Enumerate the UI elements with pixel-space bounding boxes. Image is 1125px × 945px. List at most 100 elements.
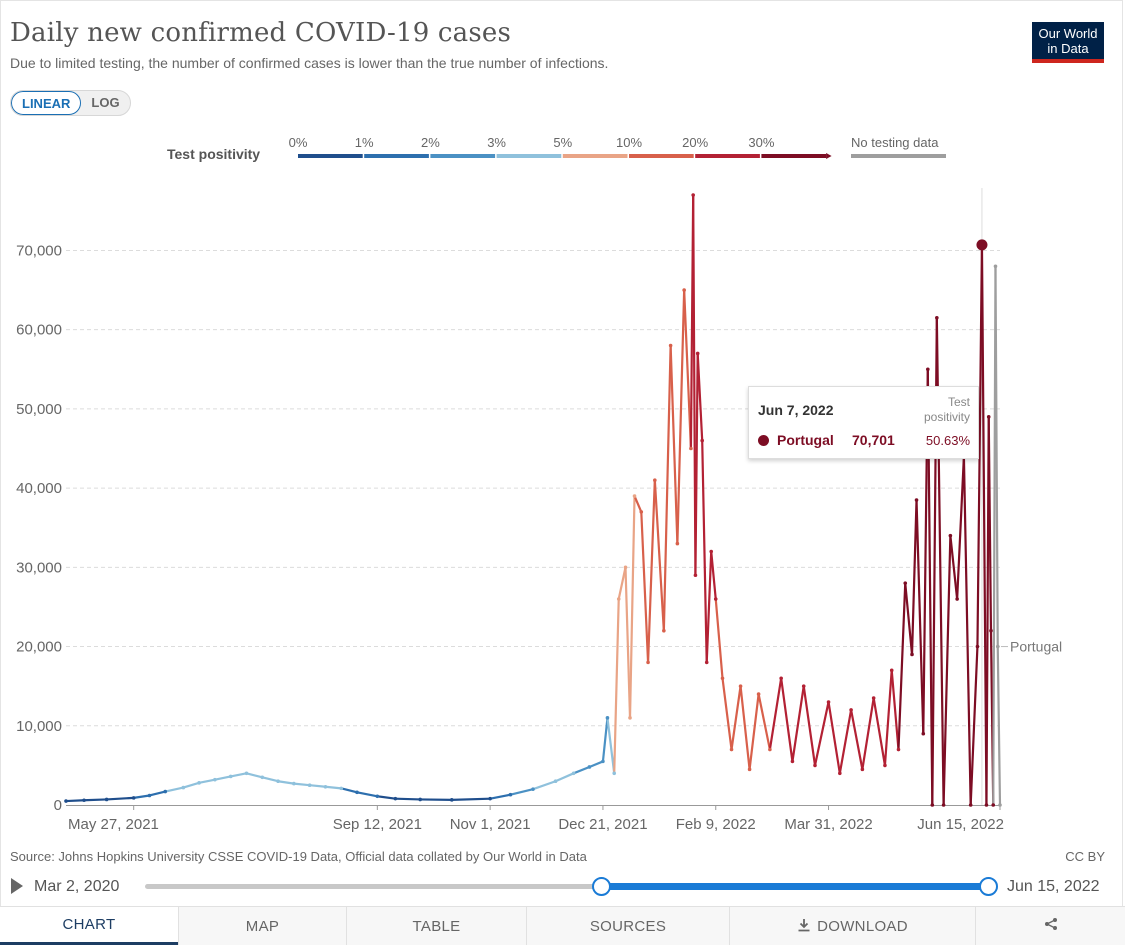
data-point[interactable]	[838, 772, 842, 776]
data-point[interactable]	[813, 764, 817, 768]
data-point[interactable]	[197, 781, 201, 785]
series-end-label[interactable]: Portugal	[1010, 639, 1062, 655]
data-point[interactable]	[739, 684, 743, 688]
data-point[interactable]	[324, 785, 328, 789]
data-point[interactable]	[903, 581, 907, 585]
data-point[interactable]	[921, 732, 925, 736]
data-point[interactable]	[883, 764, 887, 768]
data-point[interactable]	[709, 550, 713, 554]
data-point[interactable]	[418, 798, 422, 802]
data-point[interactable]	[394, 797, 398, 801]
data-point[interactable]	[915, 498, 919, 502]
data-point[interactable]	[949, 534, 953, 538]
tab-chart[interactable]: CHART	[0, 907, 178, 945]
data-point[interactable]	[572, 772, 576, 776]
data-point[interactable]	[601, 760, 605, 764]
data-point[interactable]	[890, 669, 894, 673]
data-point[interactable]	[488, 797, 492, 801]
data-point[interactable]	[662, 629, 666, 633]
tab-sources[interactable]: SOURCES	[526, 907, 729, 945]
data-point[interactable]	[991, 803, 995, 807]
data-point[interactable]	[791, 760, 795, 764]
data-point[interactable]	[292, 782, 296, 786]
data-point[interactable]	[531, 787, 535, 791]
data-point[interactable]	[942, 803, 946, 807]
data-point[interactable]	[768, 748, 772, 752]
data-point[interactable]	[163, 790, 167, 794]
data-point[interactable]	[696, 352, 700, 356]
data-point[interactable]	[757, 692, 761, 696]
tab-download[interactable]: DOWNLOAD	[729, 907, 975, 945]
data-point[interactable]	[700, 439, 704, 443]
data-point[interactable]	[339, 787, 343, 791]
data-point[interactable]	[682, 288, 686, 292]
data-point[interactable]	[653, 478, 657, 482]
data-point[interactable]	[987, 415, 991, 419]
source-note[interactable]: Source: Johns Hopkins University CSSE CO…	[10, 849, 587, 864]
data-point[interactable]	[260, 775, 264, 779]
data-point[interactable]	[82, 798, 86, 802]
data-point[interactable]	[694, 573, 698, 577]
data-point[interactable]	[182, 786, 186, 790]
play-icon[interactable]	[11, 878, 23, 894]
data-point[interactable]	[213, 778, 217, 782]
data-point[interactable]	[849, 708, 853, 712]
data-point[interactable]	[64, 799, 68, 803]
data-point[interactable]	[308, 783, 312, 787]
highlight-point[interactable]	[976, 239, 987, 250]
data-point[interactable]	[148, 794, 152, 798]
data-point[interactable]	[926, 367, 930, 371]
data-point[interactable]	[989, 629, 993, 633]
data-point[interactable]	[617, 597, 621, 601]
data-point[interactable]	[872, 696, 876, 700]
data-point[interactable]	[748, 768, 752, 772]
data-point[interactable]	[955, 597, 959, 601]
data-point[interactable]	[969, 803, 973, 807]
data-point[interactable]	[376, 794, 380, 798]
data-point[interactable]	[861, 768, 865, 772]
tab-table[interactable]: TABLE	[346, 907, 526, 945]
data-point[interactable]	[245, 772, 249, 776]
timeline-end-handle[interactable]	[979, 877, 998, 896]
data-point[interactable]	[276, 779, 280, 783]
data-point[interactable]	[554, 779, 558, 783]
data-point[interactable]	[998, 803, 1002, 807]
data-point[interactable]	[633, 494, 637, 498]
data-point[interactable]	[689, 447, 693, 451]
timeline-start-handle[interactable]	[592, 877, 611, 896]
data-point[interactable]	[450, 798, 454, 802]
data-point[interactable]	[935, 316, 939, 320]
data-point[interactable]	[897, 748, 901, 752]
data-point[interactable]	[588, 765, 592, 769]
data-point[interactable]	[105, 798, 109, 802]
data-point[interactable]	[646, 661, 650, 665]
data-point[interactable]	[355, 791, 359, 795]
timeline[interactable]: Mar 2, 2020 Jun 15, 2022	[0, 872, 1125, 902]
data-point[interactable]	[976, 645, 980, 649]
data-point[interactable]	[730, 748, 734, 752]
data-point[interactable]	[827, 700, 831, 704]
tab-share[interactable]	[975, 907, 1125, 945]
data-point[interactable]	[779, 676, 783, 680]
data-point[interactable]	[639, 510, 643, 514]
data-point[interactable]	[509, 793, 513, 797]
data-point[interactable]	[628, 716, 632, 720]
data-point[interactable]	[802, 684, 806, 688]
data-point[interactable]	[606, 716, 610, 720]
data-point[interactable]	[714, 597, 718, 601]
data-point[interactable]	[669, 344, 673, 348]
tab-map[interactable]: MAP	[178, 907, 346, 945]
data-point[interactable]	[612, 772, 616, 776]
data-point[interactable]	[132, 796, 136, 800]
data-point[interactable]	[691, 193, 695, 197]
data-point[interactable]	[676, 542, 680, 546]
license-label[interactable]: CC BY	[1065, 849, 1105, 864]
data-point[interactable]	[910, 653, 914, 657]
data-point[interactable]	[624, 566, 628, 570]
data-point[interactable]	[229, 775, 233, 779]
data-point[interactable]	[721, 676, 725, 680]
data-point[interactable]	[994, 264, 998, 268]
data-point[interactable]	[996, 645, 1000, 649]
data-point[interactable]	[985, 803, 989, 807]
data-point[interactable]	[705, 661, 709, 665]
